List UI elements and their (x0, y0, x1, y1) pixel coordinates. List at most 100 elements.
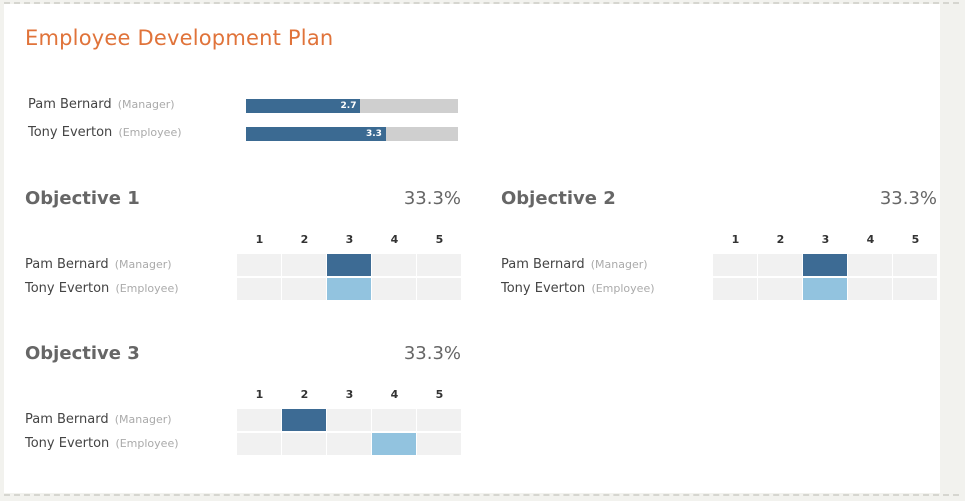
person-name: Tony Everton (28, 125, 113, 140)
objective-title: Objective 3 (25, 343, 140, 364)
rating-cell[interactable] (848, 278, 893, 300)
rating-cell[interactable] (327, 433, 372, 455)
rating-cells (237, 433, 462, 455)
rating-row: Tony Everton (Employee) (25, 278, 462, 300)
rating-cell[interactable] (237, 409, 282, 431)
rating-cell[interactable] (282, 254, 327, 276)
person-label: Pam Bernard (Manager) (28, 97, 175, 112)
rating-cell[interactable] (327, 254, 372, 276)
objective-percent: 33.3% (879, 188, 937, 209)
score-value: 3.3 (365, 129, 382, 139)
objective-percent: 33.3% (403, 188, 461, 209)
person-role: (Manager) (114, 258, 172, 271)
summary-row-employee: Tony Everton (Employee) 3.3 (28, 125, 458, 141)
scale-label: 3 (821, 233, 830, 246)
rating-cell[interactable] (282, 278, 327, 300)
scale-label: 5 (911, 233, 920, 246)
person-role: (Employee) (591, 282, 655, 295)
plan-panel (4, 4, 940, 493)
scale-label: 5 (435, 388, 444, 401)
score-bar-track: 3.3 (246, 127, 458, 141)
person-role: (Employee) (115, 437, 179, 450)
scale-label: 1 (731, 233, 740, 246)
scale-label: 3 (345, 388, 354, 401)
rating-cell[interactable] (372, 433, 417, 455)
person-role: (Manager) (590, 258, 648, 271)
rating-cells (713, 278, 938, 300)
scale-label: 1 (255, 233, 264, 246)
rating-cell[interactable] (417, 278, 462, 300)
person-label: Tony Everton (Employee) (28, 125, 182, 140)
rating-cells (237, 409, 462, 431)
person-label: Tony Everton (Employee) (25, 436, 179, 451)
rating-cell[interactable] (848, 254, 893, 276)
page-title: Employee Development Plan (25, 26, 334, 50)
scale-label: 2 (300, 388, 309, 401)
rating-cell[interactable] (713, 254, 758, 276)
rating-cell[interactable] (713, 278, 758, 300)
scale-label: 4 (390, 233, 399, 246)
rating-cells (237, 254, 462, 276)
rating-row: Pam Bernard (Manager) (25, 409, 462, 431)
scale-label: 4 (390, 388, 399, 401)
score-value: 2.7 (340, 101, 357, 111)
rating-cell[interactable] (327, 278, 372, 300)
rating-cell[interactable] (417, 254, 462, 276)
scale-label: 4 (866, 233, 875, 246)
rating-cell[interactable] (893, 278, 938, 300)
person-label: Tony Everton (Employee) (501, 281, 655, 296)
score-bar-track: 2.7 (246, 99, 458, 113)
objective-3: Objective 3 33.3% 1 2 3 4 5 Pam Bernard (Manage… (25, 343, 462, 463)
rating-row: Tony Everton (Employee) (501, 278, 938, 300)
rating-cell[interactable] (372, 278, 417, 300)
rating-cell[interactable] (417, 409, 462, 431)
objective-title: Objective 1 (25, 188, 140, 209)
person-label: Tony Everton (Employee) (25, 281, 179, 296)
summary-row-manager: Pam Bernard (Manager) 2.7 (28, 97, 458, 113)
person-name: Pam Bernard (25, 257, 109, 272)
person-name: Pam Bernard (28, 97, 112, 112)
rating-cell[interactable] (237, 278, 282, 300)
rating-scale: 1 2 3 4 5 (237, 233, 462, 247)
rating-cells (713, 254, 938, 276)
person-label: Pam Bernard (Manager) (25, 412, 172, 427)
bottom-divider (4, 494, 959, 496)
objective-2: Objective 2 33.3% 1 2 3 4 5 Pam Bernard (Manage… (501, 188, 938, 308)
score-bar-fill: 3.3 (246, 127, 386, 141)
person-name: Tony Everton (25, 281, 110, 296)
rating-cell[interactable] (282, 409, 327, 431)
scale-label: 2 (776, 233, 785, 246)
rating-cell[interactable] (803, 254, 848, 276)
person-name: Tony Everton (25, 436, 110, 451)
scale-label: 2 (300, 233, 309, 246)
rating-cell[interactable] (417, 433, 462, 455)
rating-cell[interactable] (758, 254, 803, 276)
rating-cell[interactable] (803, 278, 848, 300)
scale-label: 3 (345, 233, 354, 246)
person-name: Pam Bernard (501, 257, 585, 272)
rating-row: Pam Bernard (Manager) (25, 254, 462, 276)
person-role: (Employee) (118, 126, 182, 139)
rating-scale: 1 2 3 4 5 (237, 388, 462, 402)
rating-cells (237, 278, 462, 300)
rating-cell[interactable] (327, 409, 372, 431)
top-divider (4, 2, 959, 4)
rating-row: Pam Bernard (Manager) (501, 254, 938, 276)
rating-cell[interactable] (237, 433, 282, 455)
rating-cell[interactable] (893, 254, 938, 276)
person-role: (Manager) (117, 98, 175, 111)
person-label: Pam Bernard (Manager) (501, 257, 648, 272)
rating-cell[interactable] (372, 254, 417, 276)
rating-row: Tony Everton (Employee) (25, 433, 462, 455)
rating-cell[interactable] (237, 254, 282, 276)
objective-title: Objective 2 (501, 188, 616, 209)
rating-cell[interactable] (282, 433, 327, 455)
person-name: Pam Bernard (25, 412, 109, 427)
rating-cell[interactable] (758, 278, 803, 300)
person-label: Pam Bernard (Manager) (25, 257, 172, 272)
objective-1: Objective 1 33.3% 1 2 3 4 5 Pam Bernard (Manage… (25, 188, 462, 308)
person-name: Tony Everton (501, 281, 586, 296)
person-role: (Employee) (115, 282, 179, 295)
person-role: (Manager) (114, 413, 172, 426)
rating-cell[interactable] (372, 409, 417, 431)
